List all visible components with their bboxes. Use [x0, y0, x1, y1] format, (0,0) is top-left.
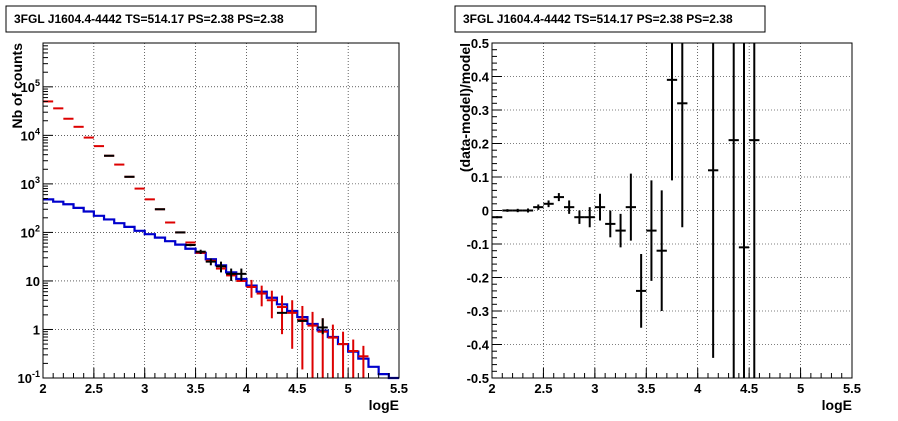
x-tick-label: 5 — [797, 381, 804, 396]
y-tick-label: 1 — [33, 322, 40, 337]
right-ticks: 2 2.5 3 3.5 4 4.5 5 5.5 -0.5 -0.4 -0.3 -0.2 -0.1 0 0.1… — [467, 36, 861, 396]
left-plot-frame — [42, 42, 400, 379]
y-tick-label: 10-1 — [18, 369, 40, 386]
left-chart-title: 3FGL J1604.4-4442 TS=514.17 PS=2.38 PS=2… — [14, 12, 284, 26]
y-tick-label: 0.2 — [471, 137, 489, 152]
left-x-axis-label: logE — [369, 397, 399, 413]
y-tick-label: 0.5 — [471, 36, 489, 51]
y-tick-label: -0.1 — [467, 237, 489, 252]
series-0 — [492, 43, 760, 378]
y-tick-label: 0.1 — [471, 170, 489, 185]
x-tick-label: 2.5 — [534, 381, 552, 396]
right-panel: 2 2.5 3 3.5 4 4.5 5 5.5 -0.5 -0.4 -0.3 -0.2 -0.1 0 0.1… — [454, 5, 861, 413]
y-tick-label: -0.4 — [467, 338, 490, 353]
x-tick-label: 2 — [39, 381, 46, 396]
x-tick-label: 3.5 — [637, 381, 655, 396]
right-y-axis-label: (data-model)/model — [457, 43, 473, 172]
y-tick-label: -0.5 — [467, 371, 489, 386]
series-0 — [43, 198, 399, 380]
x-tick-label: 5.5 — [390, 381, 408, 396]
x-tick-label: 2.5 — [85, 381, 103, 396]
right-series — [492, 43, 760, 378]
left-grid — [43, 43, 399, 378]
model-step-line — [43, 198, 399, 380]
right-title-box — [454, 5, 766, 33]
right-chart-title: 3FGL J1604.4-4442 TS=514.17 PS=2.38 PS=2… — [463, 12, 733, 26]
y-tick-label: 0.4 — [471, 70, 490, 85]
y-tick-label: 103 — [21, 175, 40, 192]
x-tick-label: 3.5 — [187, 381, 205, 396]
x-tick-label: 3 — [591, 381, 598, 396]
y-tick-label: 10 — [26, 274, 40, 289]
x-tick-label: 5.5 — [843, 381, 861, 396]
y-tick-label: 102 — [21, 223, 40, 240]
y-tick-label: -0.3 — [467, 304, 489, 319]
series-1 — [43, 100, 369, 378]
x-tick-label: 4.5 — [740, 381, 758, 396]
series-2 — [104, 154, 328, 335]
y-tick-label: 0 — [482, 204, 489, 219]
left-series — [43, 100, 399, 380]
x-tick-label: 5 — [345, 381, 352, 396]
x-tick-label: 2 — [488, 381, 495, 396]
x-tick-label: 4 — [694, 381, 702, 396]
y-tick-label: 0.3 — [471, 103, 489, 118]
left-y-axis-label: Nb of counts — [9, 43, 25, 129]
left-title-box — [5, 5, 317, 33]
right-x-axis-label: logE — [822, 397, 852, 413]
y-tick-label: -0.2 — [467, 271, 489, 286]
x-tick-label: 3 — [141, 381, 148, 396]
x-tick-label: 4.5 — [288, 381, 306, 396]
x-tick-label: 4 — [243, 381, 251, 396]
